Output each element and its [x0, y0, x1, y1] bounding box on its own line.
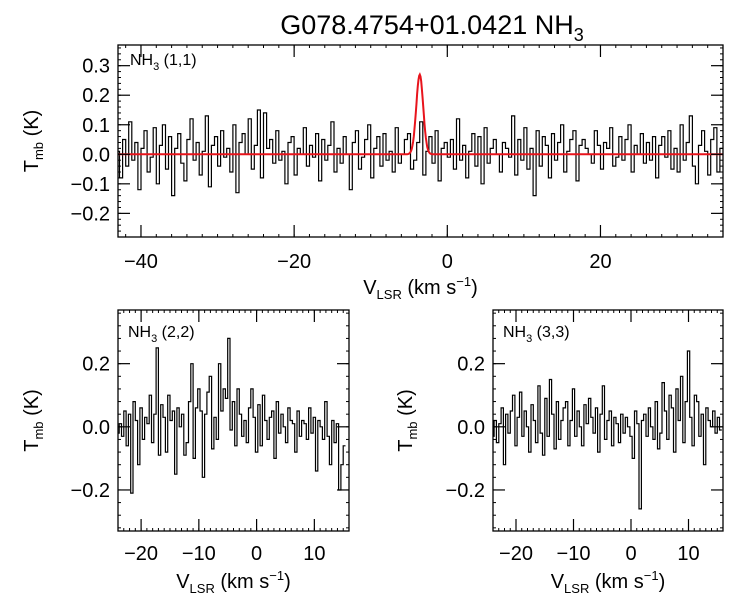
x-tick-label: −10: [182, 543, 216, 565]
y-axis-label: Tmb (K): [21, 389, 46, 452]
y-axis-label-sub: mb: [31, 142, 46, 160]
y-axis-label-main: T: [395, 440, 417, 452]
x-axis-label-sup: −1: [456, 274, 471, 289]
y-tick-label: 0.2: [82, 354, 110, 376]
x-tick-label: 20: [589, 251, 611, 273]
x-tick-label: −40: [124, 251, 158, 273]
x-axis-label: VLSR (km s−1): [363, 274, 478, 302]
x-axis-label-rest: (km s: [215, 571, 269, 593]
x-axis-label-sub: LSR: [377, 287, 402, 302]
y-tick-label: 0.2: [457, 354, 485, 376]
spectrum-trace-bottom-right: [493, 350, 722, 510]
transition-label-sub: 3: [526, 333, 532, 345]
x-tick-label: −10: [557, 543, 591, 565]
x-tick-label: 0: [251, 543, 262, 565]
x-axis-label-sub: LSR: [564, 581, 589, 596]
x-tick-label: 0: [442, 251, 453, 273]
y-axis-label-rest: (K): [21, 389, 43, 421]
x-axis-label-sup: −1: [269, 568, 284, 583]
plot-frame-top: [117, 44, 724, 238]
x-axis-label: VLSR (km s−1): [551, 568, 666, 596]
x-axis-label-main: V: [176, 571, 190, 593]
y-tick-label: −0.1: [71, 174, 110, 196]
y-tick-label: −0.2: [71, 203, 110, 225]
y-tick-label: 0.0: [82, 144, 110, 166]
y-tick-label: 0.2: [82, 85, 110, 107]
y-tick-label: 0.0: [82, 417, 110, 439]
y-tick-label: −0.2: [446, 480, 485, 502]
transition-label-sub: 3: [151, 333, 157, 345]
x-axis-label-sub: LSR: [190, 581, 215, 596]
y-axis-label-rest: (K): [21, 110, 43, 142]
x-axis-label-rest: (km s: [589, 571, 643, 593]
x-axis-label-close: ): [471, 277, 478, 299]
figure-title: G078.4754+01.0421 NH3: [280, 10, 584, 45]
gaussian-fit-line: [118, 72, 723, 156]
x-tick-label: −20: [277, 251, 311, 273]
y-axis-label-main: T: [21, 440, 43, 452]
y-axis-label-main: T: [21, 160, 43, 172]
transition-label-bottom-right: NH3 (3,3): [503, 324, 570, 345]
transition-label-rest: (2,2): [157, 324, 194, 341]
x-axis-label-main: V: [363, 277, 377, 299]
x-tick-label: 10: [303, 543, 325, 565]
transition-label-main: NH: [503, 324, 526, 341]
y-tick-label: 0.1: [82, 115, 110, 137]
spectrum-trace-bottom-left: [118, 337, 346, 494]
y-tick-label: 0.3: [82, 56, 110, 78]
y-axis-label: Tmb (K): [21, 110, 46, 173]
transition-label-sub: 3: [153, 61, 159, 73]
y-tick-label: 0.0: [457, 417, 485, 439]
spectrum-trace-top: [118, 109, 723, 197]
chart-panel-bottom-left: −20 −10 0 10 −0.2 0.0 0.2 NH3 (2,2) VLSR (km s−1…: [21, 309, 350, 596]
chart-panel-top: −40 −20 0 20 −0.2 −0.1 0.0 0.1 0.2 0.3 NH3 (1,1) VL…: [21, 44, 724, 302]
x-axis-label-close: ): [284, 571, 291, 593]
y-axis-label: Tmb (K): [395, 389, 420, 452]
y-axis-label-sub: mb: [405, 421, 420, 439]
y-axis-label-rest: (K): [395, 389, 417, 421]
transition-label-main: NH: [128, 324, 151, 341]
chart-panel-bottom-right: −20 −10 0 10 −0.2 0.0 0.2 NH3 (3,3) VLSR (km s−1…: [395, 309, 724, 596]
x-axis-label-sup: −1: [644, 568, 659, 583]
x-tick-label: 10: [677, 543, 699, 565]
x-axis-label-rest: (km s: [402, 277, 456, 299]
transition-label-top: NH3 (1,1): [130, 52, 197, 73]
x-tick-label: −20: [124, 543, 158, 565]
x-axis-label-main: V: [551, 571, 565, 593]
x-tick-label: −20: [499, 543, 533, 565]
y-axis-label-sub: mb: [31, 421, 46, 439]
x-axis-label: VLSR (km s−1): [176, 568, 291, 596]
transition-label-main: NH: [130, 52, 153, 69]
transition-label-rest: (1,1): [159, 52, 196, 69]
transition-label-rest: (3,3): [532, 324, 569, 341]
x-axis-label-close: ): [659, 571, 666, 593]
transition-label-bottom-left: NH3 (2,2): [128, 324, 195, 345]
y-tick-label: −0.2: [71, 480, 110, 502]
x-tick-label: 0: [625, 543, 636, 565]
